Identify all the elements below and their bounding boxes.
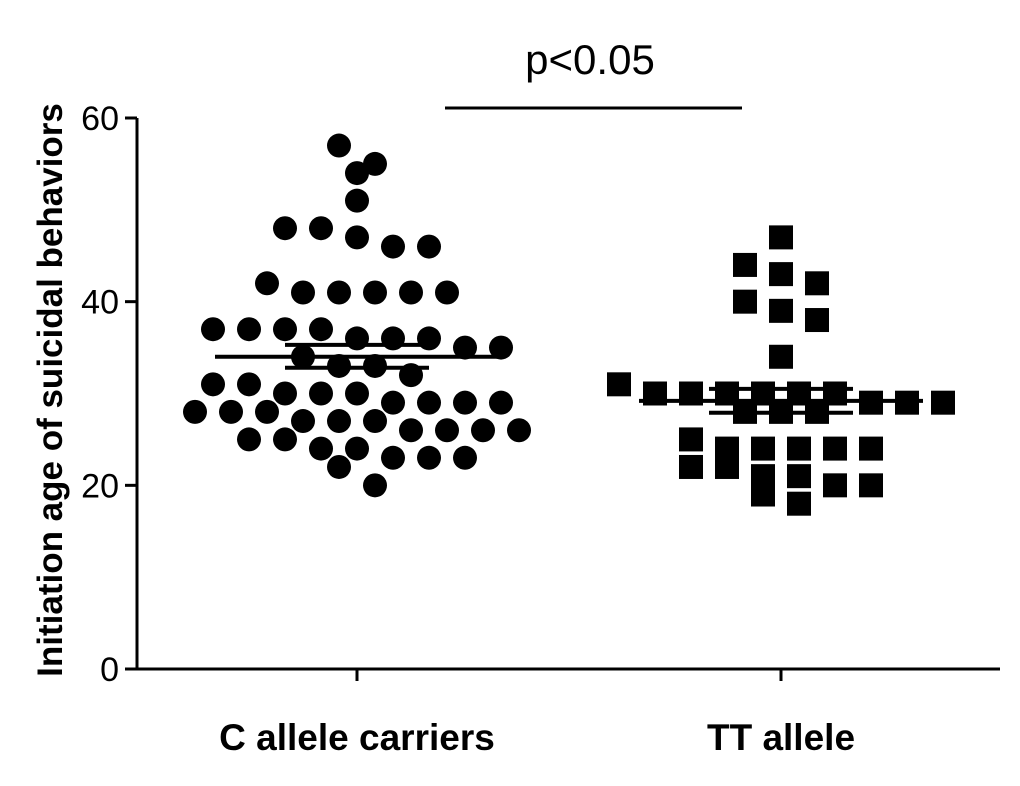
data-point-square xyxy=(607,372,631,397)
data-point-circle xyxy=(363,280,387,305)
data-point-circle xyxy=(255,399,279,424)
data-point-square xyxy=(931,390,955,415)
data-point-square xyxy=(679,454,703,479)
data-point-square xyxy=(859,473,883,498)
data-point-circle xyxy=(255,271,279,296)
data-point-circle xyxy=(237,372,261,397)
data-point-circle xyxy=(273,216,297,241)
data-point-circle xyxy=(237,427,261,452)
y-axis-ticks: 0 20 40 60 xyxy=(81,100,137,689)
data-point-circle xyxy=(363,151,387,176)
data-point-circle xyxy=(363,409,387,434)
data-point-circle xyxy=(471,418,495,443)
data-point-circle xyxy=(345,436,369,461)
data-point-circle xyxy=(201,317,225,342)
data-point-circle xyxy=(327,454,351,479)
data-point-circle xyxy=(309,317,333,342)
x-category-label: TT allele xyxy=(707,717,855,758)
data-point-circle xyxy=(201,372,225,397)
data-point-circle xyxy=(399,418,423,443)
data-point-circle xyxy=(435,418,459,443)
data-point-circle xyxy=(489,335,513,360)
significance-label: p<0.05 xyxy=(525,36,655,83)
data-point-circle xyxy=(327,133,351,158)
data-point-square xyxy=(769,344,793,369)
data-point-circle xyxy=(291,280,315,305)
data-point-circle xyxy=(381,445,405,470)
data-point-circle xyxy=(345,188,369,213)
data-point-circle xyxy=(345,161,369,186)
data-point-circle xyxy=(489,390,513,415)
data-point-square xyxy=(769,298,793,323)
data-point-square xyxy=(769,225,793,250)
summary-lines xyxy=(215,342,923,415)
data-point-circle xyxy=(381,390,405,415)
data-point-circle xyxy=(453,390,477,415)
data-point-circle xyxy=(363,473,387,498)
data-point-square xyxy=(733,252,757,277)
y-tick-label: 20 xyxy=(81,467,119,505)
data-point-square xyxy=(751,482,775,507)
data-point-circle xyxy=(417,234,441,259)
data-point-circle xyxy=(399,280,423,305)
data-point-square xyxy=(787,491,811,516)
data-point-square xyxy=(751,436,775,461)
y-tick-label: 40 xyxy=(81,284,119,322)
data-point-square xyxy=(859,436,883,461)
data-point-square xyxy=(715,454,739,479)
data-point-circle xyxy=(273,317,297,342)
data-point-circle xyxy=(435,280,459,305)
data-point-square xyxy=(787,436,811,461)
data-point-square xyxy=(733,289,757,314)
y-tick-label: 60 xyxy=(81,100,119,138)
data-point-circle xyxy=(309,381,333,406)
data-point-circle xyxy=(507,418,531,443)
data-point-square xyxy=(805,308,829,333)
data-point-circle xyxy=(417,390,441,415)
data-point-square xyxy=(787,464,811,489)
data-point-circle xyxy=(219,399,243,424)
y-tick-label: 0 xyxy=(100,651,119,689)
data-point-square xyxy=(679,427,703,452)
y-axis-title: Initiation age of suicidal behaviors xyxy=(31,103,70,677)
x-axis-categories: C allele carriers TT allele xyxy=(219,669,855,758)
data-point-circle xyxy=(291,409,315,434)
data-point-square xyxy=(823,436,847,461)
data-point-circle xyxy=(345,381,369,406)
data-point-circle xyxy=(309,436,333,461)
data-point-square xyxy=(823,473,847,498)
data-point-circle xyxy=(327,409,351,434)
data-point-circle xyxy=(417,445,441,470)
data-point-circle xyxy=(453,335,477,360)
data-points xyxy=(183,133,955,516)
data-point-circle xyxy=(453,445,477,470)
data-point-circle xyxy=(309,216,333,241)
data-point-circle xyxy=(381,234,405,259)
data-point-circle xyxy=(273,427,297,452)
data-point-circle xyxy=(183,399,207,424)
data-point-circle xyxy=(237,317,261,342)
data-point-circle xyxy=(345,225,369,250)
data-point-square xyxy=(769,262,793,287)
data-point-circle xyxy=(327,280,351,305)
data-point-square xyxy=(805,271,829,296)
data-point-circle xyxy=(273,381,297,406)
x-category-label: C allele carriers xyxy=(219,717,495,758)
